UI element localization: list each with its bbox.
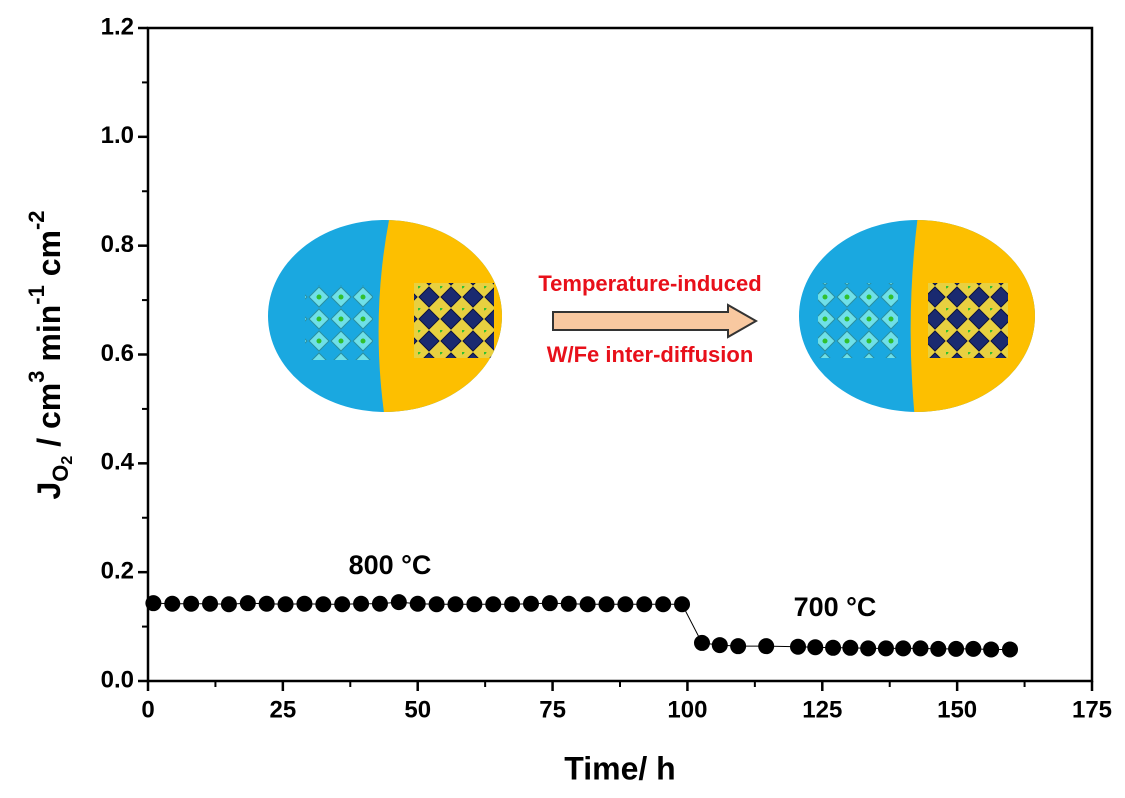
y-tick-label: 0.4 — [101, 449, 135, 476]
annotation: W/Fe inter-diffusion — [547, 342, 754, 367]
y-label-part: 3 — [24, 371, 49, 383]
data-point — [504, 596, 521, 613]
data-point — [1002, 641, 1019, 658]
data-point — [522, 595, 539, 612]
data-point — [428, 596, 445, 613]
x-tick-label: 0 — [141, 696, 154, 723]
data-point — [409, 595, 426, 612]
data-point — [965, 640, 982, 657]
y-label-part: cm — [31, 230, 67, 285]
x-tick-label: 125 — [802, 696, 842, 723]
x-tick-label: 75 — [539, 696, 566, 723]
data-point — [560, 595, 577, 612]
data-point — [353, 595, 370, 612]
data-point — [145, 595, 162, 612]
data-point — [239, 595, 256, 612]
y-tick-label: 1.0 — [101, 122, 134, 149]
y-label-part: J — [31, 482, 67, 500]
data-point — [390, 594, 407, 611]
data-point — [466, 596, 483, 613]
data-point — [258, 595, 275, 612]
data-point — [693, 634, 710, 651]
data-point — [655, 596, 672, 613]
data-point — [220, 596, 237, 613]
data-point — [860, 640, 877, 657]
data-point — [371, 595, 388, 612]
x-tick-label: 175 — [1072, 696, 1112, 723]
data-point — [948, 640, 965, 657]
y-axis-label: JO2 / cm3 min-1 cm-2 — [24, 210, 76, 499]
data-point — [202, 595, 219, 612]
data-point — [447, 596, 464, 613]
data-point — [485, 596, 502, 613]
data-point — [315, 596, 332, 613]
data-point — [164, 595, 181, 612]
data-point — [636, 596, 653, 613]
data-point — [296, 595, 313, 612]
x-tick-label: 50 — [404, 696, 431, 723]
data-point — [930, 640, 947, 657]
data-point — [598, 596, 615, 613]
y-label-part: -1 — [24, 285, 49, 305]
y-label-part: min — [31, 305, 67, 371]
data-point — [758, 638, 775, 655]
data-point — [277, 596, 294, 613]
data-point — [711, 637, 728, 654]
data-point — [674, 596, 691, 613]
y-tick-label: 1.2 — [101, 13, 134, 40]
data-point — [983, 641, 1000, 658]
x-tick-label: 100 — [667, 696, 707, 723]
svg-text:JO2 / cm3 min-1 cm-2: JO2 / cm3 min-1 cm-2 — [24, 210, 76, 499]
y-tick-label: 0.8 — [101, 231, 134, 258]
x-tick-label: 25 — [270, 696, 297, 723]
x-tick-label: 150 — [937, 696, 977, 723]
y-label-part: 2 — [59, 456, 76, 465]
data-point — [790, 638, 807, 655]
data-point — [912, 640, 929, 657]
annotation: 700 °C — [794, 592, 877, 622]
y-label-part: -2 — [24, 210, 49, 230]
y-tick-label: 0.2 — [101, 558, 134, 585]
annotation: 800 °C — [349, 550, 432, 580]
y-label-part: / cm — [31, 383, 67, 456]
data-point — [541, 595, 558, 612]
data-line — [153, 601, 1011, 650]
annotation: Temperature-induced — [538, 271, 761, 296]
y-label-part: O — [48, 465, 73, 482]
data-point — [579, 596, 596, 613]
data-point — [895, 640, 912, 657]
y-tick-label: 0.6 — [101, 340, 134, 367]
y-tick-label: 0.0 — [101, 666, 134, 693]
data-point — [807, 639, 824, 656]
data-point — [183, 595, 200, 612]
data-point — [617, 596, 634, 613]
data-point — [825, 639, 842, 656]
data-point — [730, 638, 747, 655]
data-point — [877, 640, 894, 657]
data-point — [842, 639, 859, 656]
inset-illustration — [268, 220, 1035, 412]
data-point — [334, 596, 351, 613]
x-axis-label: Time/ h — [564, 750, 675, 786]
